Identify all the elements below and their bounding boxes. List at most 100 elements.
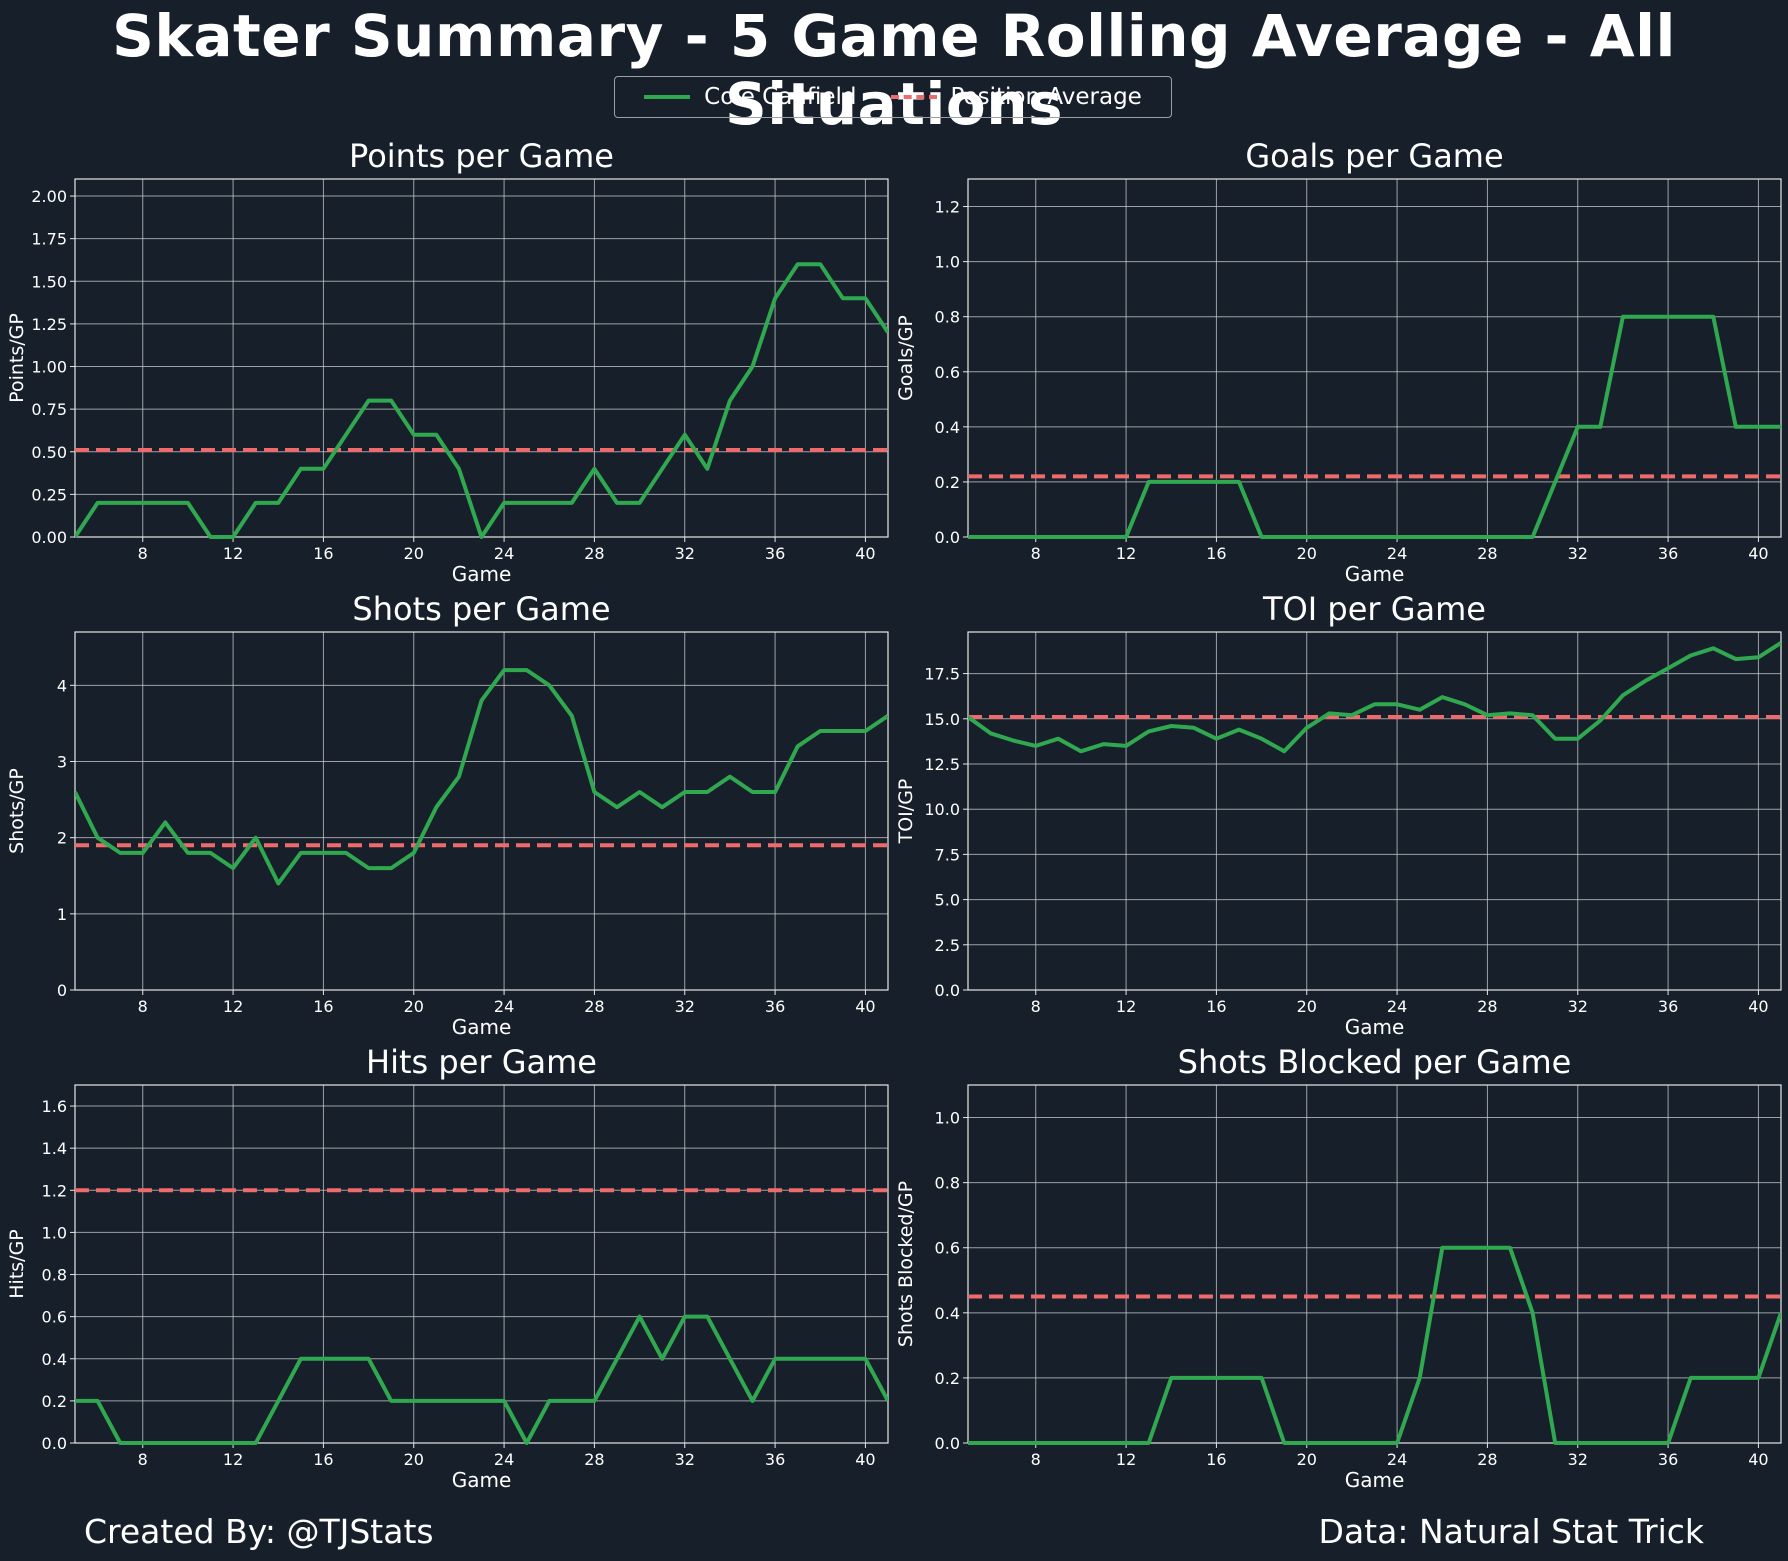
chart-panel: 8 12 16 20 24 28 32 36 40 0.0 0.2 0.4 0.6 0.8 1.0 1.2 1.… xyxy=(6,1043,889,1492)
x-tick-label: 36 xyxy=(1658,997,1678,1016)
player-series-line xyxy=(968,1245,1781,1445)
x-tick-label: 16 xyxy=(313,1450,333,1469)
x-tick-label: 24 xyxy=(494,1450,514,1469)
x-axis-label: Game xyxy=(452,1468,512,1492)
chart-title: Goals per Game xyxy=(1245,137,1503,175)
y-tick-label: 1.2 xyxy=(935,198,960,217)
y-tick-label: 12.5 xyxy=(924,755,960,774)
y-tick-label: 0.75 xyxy=(31,400,67,419)
y-tick-label: 0.4 xyxy=(42,1350,67,1369)
x-axis-label: Game xyxy=(452,562,512,586)
y-tick-label: 15.0 xyxy=(924,710,960,729)
x-tick-label: 24 xyxy=(1387,997,1407,1016)
x-axis-label: Game xyxy=(452,1015,512,1039)
legend-swatch-player xyxy=(644,95,691,99)
y-tick-label: 0.2 xyxy=(935,1369,960,1388)
y-tick-label: 0.2 xyxy=(42,1392,67,1411)
plot-frame xyxy=(967,1084,1782,1444)
chart-title: Shots Blocked per Game xyxy=(1178,1043,1572,1081)
x-tick-label: 8 xyxy=(1031,997,1041,1016)
y-tick-label: 17.5 xyxy=(924,665,960,684)
y-tick-label: 7.5 xyxy=(935,845,960,864)
x-tick-label: 8 xyxy=(1031,1450,1041,1469)
y-tick-label: 0.8 xyxy=(935,1174,960,1193)
y-tick-label: 1.50 xyxy=(31,272,67,291)
x-tick-label: 32 xyxy=(675,544,695,563)
y-tick-label: 1.0 xyxy=(935,253,960,272)
plot-frame xyxy=(74,631,889,991)
x-tick-label: 40 xyxy=(855,997,875,1016)
x-tick-label: 40 xyxy=(1748,1450,1768,1469)
player-series-line xyxy=(75,262,888,539)
player-series-line xyxy=(968,314,1781,539)
x-tick-label: 32 xyxy=(675,997,695,1016)
legend-swatch-average xyxy=(890,95,937,99)
y-axis-label: Shots Blocked/GP xyxy=(895,1181,917,1347)
y-tick-label: 0.0 xyxy=(935,981,960,1000)
x-tick-label: 28 xyxy=(584,544,604,563)
y-tick-label: 0.8 xyxy=(935,308,960,327)
legend-item-average: Position Average xyxy=(890,84,1142,110)
legend-label-player: Cole Caufield xyxy=(704,84,857,110)
x-tick-label: 12 xyxy=(223,544,243,563)
x-tick-label: 36 xyxy=(765,544,785,563)
y-axis-label: Points/GP xyxy=(6,313,28,403)
player-series-line xyxy=(75,1314,888,1445)
x-tick-label: 36 xyxy=(1658,544,1678,563)
x-tick-label: 8 xyxy=(138,997,148,1016)
chart-title: Hits per Game xyxy=(366,1043,597,1081)
y-tick-label: 2.5 xyxy=(935,936,960,955)
x-tick-label: 20 xyxy=(404,1450,424,1469)
y-tick-label: 3 xyxy=(57,752,67,771)
y-tick-label: 2.00 xyxy=(31,187,67,206)
y-tick-label: 10.0 xyxy=(924,800,960,819)
x-tick-label: 8 xyxy=(138,544,148,563)
y-axis-label: TOI/GP xyxy=(895,779,917,845)
chart-panel: 8 12 16 20 24 28 32 36 40 0.00 0.25 0.50 0.75 1.00 1.2… xyxy=(6,137,889,586)
x-tick-label: 20 xyxy=(1297,1450,1317,1469)
plot-frame xyxy=(74,178,889,538)
y-tick-label: 0.0 xyxy=(42,1434,67,1453)
x-tick-label: 36 xyxy=(1658,1450,1678,1469)
x-tick-label: 16 xyxy=(313,544,333,563)
x-tick-label: 16 xyxy=(1206,544,1226,563)
y-tick-label: 5.0 xyxy=(935,891,960,910)
legend-item-player: Cole Caufield xyxy=(644,84,857,110)
chart-panel: 8 12 16 20 24 28 32 36 40 0.0 0.2 0.4 0.6 0.8 1.0 1.2 Go… xyxy=(895,137,1782,586)
x-axis-label: Game xyxy=(1345,1468,1405,1492)
x-tick-label: 40 xyxy=(1748,997,1768,1016)
y-axis-label: Goals/GP xyxy=(895,315,917,401)
x-tick-label: 40 xyxy=(1748,544,1768,563)
y-tick-label: 1.25 xyxy=(31,315,67,334)
y-tick-label: 1.4 xyxy=(42,1139,67,1158)
footer-source: Data: Natural Stat Trick xyxy=(1318,1512,1704,1551)
x-tick-label: 12 xyxy=(1116,997,1136,1016)
x-tick-label: 20 xyxy=(1297,544,1317,563)
x-tick-label: 20 xyxy=(1297,997,1317,1016)
x-tick-label: 8 xyxy=(1031,544,1041,563)
y-tick-label: 0.6 xyxy=(935,363,960,382)
y-axis-label: Shots/GP xyxy=(6,768,28,854)
y-tick-label: 0.8 xyxy=(42,1266,67,1285)
x-tick-label: 12 xyxy=(1116,1450,1136,1469)
x-axis-label: Game xyxy=(1345,562,1405,586)
x-tick-label: 28 xyxy=(1477,1450,1497,1469)
x-tick-label: 28 xyxy=(1477,997,1497,1016)
x-tick-label: 28 xyxy=(1477,544,1497,563)
y-tick-label: 0.4 xyxy=(935,1304,960,1323)
x-tick-label: 40 xyxy=(855,1450,875,1469)
legend-label-average: Position Average xyxy=(950,84,1142,110)
y-tick-label: 1 xyxy=(57,905,67,924)
y-tick-label: 2 xyxy=(57,829,67,848)
y-tick-label: 0.6 xyxy=(935,1239,960,1258)
y-tick-label: 1.2 xyxy=(42,1181,67,1200)
x-tick-label: 40 xyxy=(855,544,875,563)
chart-panel: 8 12 16 20 24 28 32 36 40 0.0 0.2 0.4 0.6 0.8 1.0 Shots… xyxy=(895,1043,1782,1492)
x-tick-label: 24 xyxy=(494,544,514,563)
y-axis-label: Hits/GP xyxy=(6,1229,28,1299)
x-tick-label: 8 xyxy=(138,1450,148,1469)
chart-title: Points per Game xyxy=(349,137,614,175)
x-tick-label: 16 xyxy=(1206,997,1226,1016)
